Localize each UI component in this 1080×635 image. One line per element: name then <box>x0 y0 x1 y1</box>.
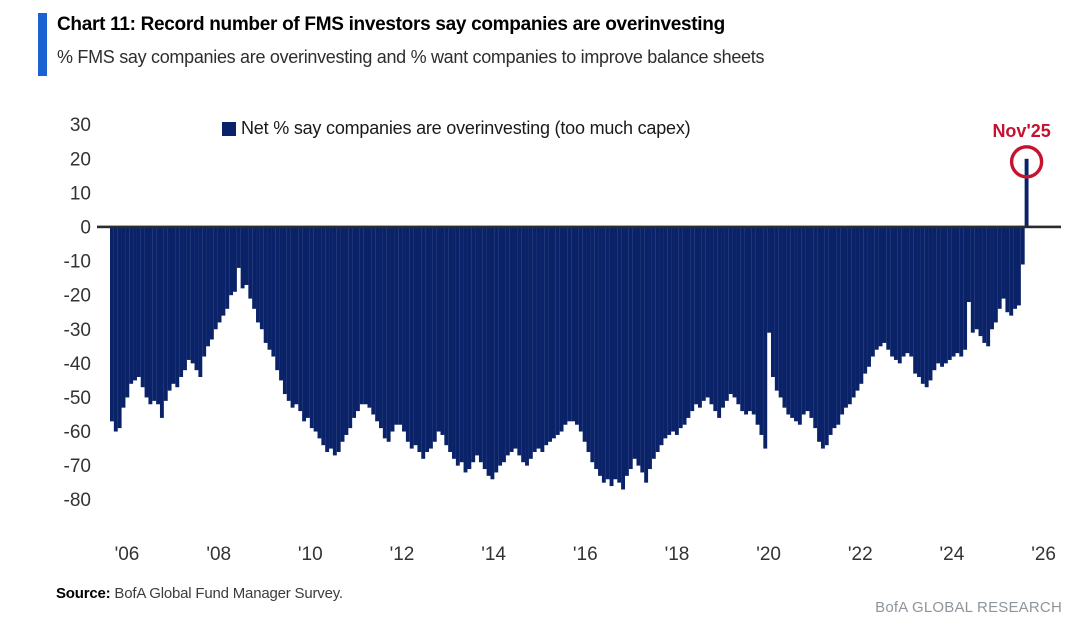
legend-label: Net % say companies are overinvesting (t… <box>241 118 691 138</box>
svg-text:'08: '08 <box>206 544 231 565</box>
source-text: BofA Global Fund Manager Survey. <box>110 585 343 602</box>
svg-text:'10: '10 <box>298 544 323 565</box>
svg-text:'16: '16 <box>573 544 598 565</box>
legend: Net % say companies are overinvesting (t… <box>222 118 691 139</box>
svg-text:-70: -70 <box>64 456 91 477</box>
svg-text:'14: '14 <box>481 544 506 565</box>
source-note: Source: BofA Global Fund Manager Survey. <box>56 585 343 602</box>
svg-text:10: 10 <box>70 183 91 204</box>
highlight-ring-icon <box>1009 145 1044 179</box>
legend-swatch-icon <box>222 121 236 136</box>
brand-footer: BofA GLOBAL RESEARCH <box>875 599 1062 616</box>
svg-text:30: 30 <box>70 115 91 136</box>
svg-text:'24: '24 <box>940 544 965 565</box>
svg-text:-40: -40 <box>64 354 91 375</box>
svg-text:-30: -30 <box>64 320 91 341</box>
svg-text:20: 20 <box>70 149 91 170</box>
svg-text:'22: '22 <box>848 544 873 565</box>
y-axis-tick-labels: 30 20 10 0 -10 -20 -30 -40 -50 -60 -70 -80 <box>64 115 91 511</box>
svg-text:-60: -60 <box>64 422 91 443</box>
svg-text:-50: -50 <box>64 388 91 409</box>
chart-subtitle: % FMS say companies are overinvesting an… <box>57 47 765 67</box>
svg-text:'12: '12 <box>390 544 415 565</box>
svg-text:'06: '06 <box>115 544 140 565</box>
svg-text:-10: -10 <box>64 252 91 273</box>
zero-axis-line <box>97 225 1061 229</box>
title-accent-bar <box>38 13 47 76</box>
x-axis-tick-labels: '06 '08 '10 '12 '14 '16 '18 '20 '22 '24 '26 <box>115 544 1056 565</box>
svg-text:'18: '18 <box>665 544 690 565</box>
bar-series <box>110 158 1029 490</box>
chart-title: Chart 11: Record number of FMS investors… <box>57 14 725 35</box>
source-label: Source: <box>56 585 111 602</box>
svg-text:'26: '26 <box>1031 544 1056 565</box>
svg-text:-20: -20 <box>64 286 91 307</box>
highlight-annotation: Nov'25 <box>992 121 1050 141</box>
svg-text:'20: '20 <box>756 544 781 565</box>
svg-text:-80: -80 <box>64 490 91 511</box>
svg-text:0: 0 <box>80 218 91 239</box>
